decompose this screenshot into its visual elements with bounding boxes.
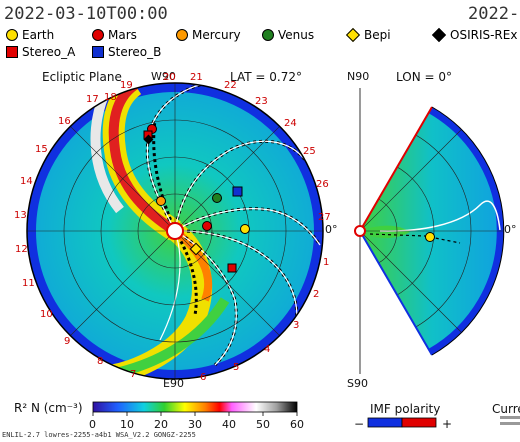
legend-osiris: OSIRIS-REx	[431, 27, 518, 43]
carrington-number: 20	[163, 72, 176, 83]
latitude-label: LAT = 0.72°	[230, 70, 302, 84]
colorbar-label: R² N (cm⁻³)	[14, 401, 83, 415]
legend-stereo-a: Stereo_A	[6, 45, 75, 59]
mars-marker-icon	[92, 29, 104, 41]
carrington-number: 2	[313, 289, 320, 300]
current-sheet-label: Curre	[492, 402, 520, 416]
carrington-number: 22	[224, 80, 237, 91]
carrington-number: 21	[190, 72, 203, 83]
colorbar-tick: 60	[290, 418, 304, 431]
s90-label: S90	[347, 377, 368, 390]
earth-position-icon	[240, 224, 250, 234]
w90-label: W90	[151, 70, 176, 83]
osiris-position-icon	[143, 134, 154, 145]
ecliptic-title: Ecliptic Plane	[42, 70, 122, 84]
legend-bepi: Bepi	[345, 27, 391, 43]
carrington-number: 24	[284, 118, 297, 129]
carrington-number: 26	[316, 179, 329, 190]
carrington-number: 3	[293, 320, 300, 331]
legend-bepi-label: Bepi	[364, 28, 391, 42]
n90-label: N90	[347, 70, 370, 83]
carrington-number: 5	[233, 362, 240, 373]
legend-venus-label: Venus	[278, 28, 315, 42]
colorbar-tick: 0	[89, 418, 96, 431]
carrington-number: 23	[255, 96, 268, 107]
carrington-number: 4	[264, 344, 271, 355]
carrington-number: 15	[35, 144, 48, 155]
legend-mercury-label: Mercury	[192, 28, 241, 42]
longitude-label: LON = 0°	[396, 70, 452, 84]
earth-meridional-icon	[425, 232, 435, 242]
colorbar-tick: 20	[154, 418, 168, 431]
imf-polarity-label: IMF polarity	[370, 402, 441, 416]
colorbar-tick: 10	[120, 418, 134, 431]
carrington-number: 1	[323, 257, 330, 268]
legend-earth-label: Earth	[22, 28, 55, 42]
legend-earth: Earth	[6, 28, 54, 42]
colorbar-tick: 40	[222, 418, 236, 431]
ecliptic-plane-disc	[26, 82, 324, 380]
legend-venus: Venus	[262, 28, 314, 42]
meridional-plane	[354, 88, 505, 374]
meridional-zero-label: 0°	[504, 223, 517, 236]
carrington-number: 19	[120, 80, 133, 91]
stereo-b-position-icon	[232, 186, 243, 197]
carrington-number: 18	[104, 92, 117, 103]
bepi-position-icon	[189, 242, 203, 256]
ecliptic-zero-label: 0°	[325, 223, 338, 236]
legend-mars-label: Mars	[108, 28, 137, 42]
e90-label: E90	[163, 377, 184, 390]
datetime-label: 2022-03-10T00:00	[4, 4, 168, 24]
imf-plus-label: +	[442, 417, 453, 431]
imf-minus-label: −	[354, 417, 365, 431]
stereo-a-inner-position-icon	[227, 263, 237, 273]
carrington-number: 9	[64, 336, 71, 347]
mercury-marker-icon	[176, 29, 188, 41]
venus-position-icon	[212, 193, 222, 203]
carrington-number: 11	[22, 278, 35, 289]
venus-marker-icon	[262, 29, 274, 41]
colorbar-tick: 30	[188, 418, 202, 431]
legend-stereo-b-label: Stereo_B	[108, 45, 162, 59]
model-footer: ENLIL-2.7 lowres-2255-a4b1 WSA_V2.2 GONG…	[2, 431, 196, 439]
earth-marker-icon	[6, 29, 18, 41]
ecliptic-markers	[143, 124, 250, 273]
current-sheet-icon	[500, 416, 520, 425]
legend-mars: Mars	[92, 28, 137, 42]
imf-positive-bar	[401, 417, 437, 428]
mercury-position-icon	[156, 196, 166, 206]
carrington-number: 25	[303, 146, 316, 157]
carrington-number: 17	[86, 94, 99, 105]
legend-stereo-a-label: Stereo_A	[22, 45, 76, 59]
density-colorbar	[92, 401, 298, 413]
datetime-label-right: 2022-	[468, 4, 520, 24]
carrington-number: 10	[40, 309, 53, 320]
carrington-number: 7	[130, 369, 137, 380]
imf-negative-bar	[367, 417, 403, 428]
legend-stereo-b: Stereo_B	[92, 45, 161, 59]
legend-mercury: Mercury	[176, 28, 241, 42]
carrington-number: 16	[58, 116, 71, 127]
carrington-number: 12	[15, 244, 28, 255]
mars-inner-position-icon	[202, 221, 212, 231]
legend-osiris-label: OSIRIS-REx	[450, 28, 518, 42]
carrington-number: 13	[14, 210, 27, 221]
carrington-number: 14	[20, 176, 33, 187]
stereo-a-marker-icon	[6, 46, 18, 58]
colorbar-tick: 50	[256, 418, 270, 431]
carrington-number: 8	[97, 356, 104, 367]
stereo-b-marker-icon	[92, 46, 104, 58]
carrington-number: 27	[318, 212, 331, 223]
carrington-number: 6	[200, 372, 207, 383]
